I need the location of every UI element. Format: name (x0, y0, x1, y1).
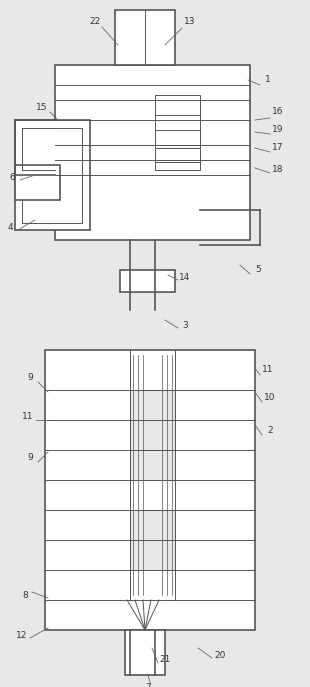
Bar (130, 540, 175, 570)
Text: 20: 20 (214, 651, 226, 660)
Bar (55, 65, 250, 240)
Text: 2: 2 (267, 425, 273, 434)
Text: 7: 7 (145, 684, 151, 687)
Text: 18: 18 (272, 166, 284, 174)
Text: 13: 13 (184, 17, 196, 27)
Text: 6: 6 (9, 174, 15, 183)
Bar (130, 420, 175, 450)
Bar (45, 350, 255, 630)
Bar (15, 165, 60, 200)
Text: 5: 5 (255, 265, 261, 275)
Text: 10: 10 (264, 394, 276, 403)
Bar (130, 390, 175, 420)
Bar (155, 95, 200, 170)
Bar (125, 630, 165, 675)
Text: 15: 15 (36, 104, 48, 113)
Text: 8: 8 (22, 591, 28, 600)
Text: 4: 4 (7, 223, 13, 232)
Text: 12: 12 (16, 631, 28, 640)
Text: 17: 17 (272, 144, 284, 153)
Bar (22, 128, 82, 223)
Text: 19: 19 (272, 126, 284, 135)
Text: 11: 11 (262, 365, 274, 374)
Text: 1: 1 (265, 76, 271, 85)
Text: 9: 9 (27, 374, 33, 383)
Text: 3: 3 (182, 321, 188, 330)
Text: 11: 11 (22, 412, 34, 420)
Bar (130, 450, 175, 480)
Text: 14: 14 (179, 273, 191, 282)
Text: 16: 16 (272, 107, 284, 117)
Text: 22: 22 (89, 17, 101, 27)
Text: 21: 21 (159, 655, 171, 664)
Text: 9: 9 (27, 453, 33, 462)
Bar (15, 120, 90, 230)
Bar (130, 510, 175, 540)
Bar (115, 10, 175, 65)
Bar (120, 270, 175, 292)
